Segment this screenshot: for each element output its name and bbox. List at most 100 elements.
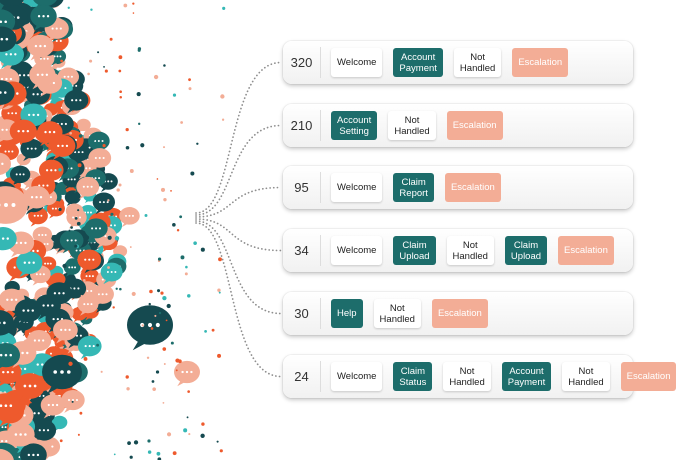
scatter-dot: [184, 272, 188, 276]
scatter-dot: [100, 370, 103, 373]
scatter-dot: [119, 287, 122, 291]
step-salmon[interactable]: Escalation: [431, 299, 488, 328]
scatter-dot: [157, 457, 162, 460]
step-teal[interactable]: Claim Upload: [504, 236, 548, 265]
step-teal[interactable]: Claim Status: [393, 362, 433, 391]
scatter-dot: [218, 257, 222, 262]
step-teal[interactable]: Account Payment: [501, 362, 552, 391]
step-teal[interactable]: Claim Upload: [393, 236, 436, 265]
scatter-dot: [58, 168, 62, 172]
step-neutral[interactable]: Not Handled: [562, 362, 610, 391]
scatter-dot: [211, 328, 215, 332]
scatter-dot: [69, 131, 73, 135]
step-neutral[interactable]: Not Handled: [388, 111, 436, 140]
chat-bubble-icon: [16, 251, 43, 278]
scatter-dot: [220, 94, 225, 99]
scatter-dot: [149, 289, 153, 294]
path-row[interactable]: 210 Account Setting Not Handled Escalation: [283, 104, 633, 147]
chat-bubble-icon: [9, 119, 37, 147]
chat-bubble-icon: [0, 80, 15, 105]
step-teal[interactable]: Account Payment: [393, 48, 443, 77]
step-neutral[interactable]: Not Handled: [453, 48, 502, 77]
scatter-dot: [82, 278, 86, 282]
chat-bubble-icon: [84, 218, 108, 242]
scatter-dot: [222, 6, 226, 10]
step-salmon[interactable]: Escalation: [446, 111, 503, 140]
scatter-dot: [68, 229, 71, 232]
chat-bubble-icon: [92, 192, 116, 215]
scatter-dot: [77, 209, 80, 212]
path-steps: Welcome Claim Upload Not Handled Claim Uplo…: [331, 229, 614, 272]
scatter-dot: [89, 59, 93, 63]
step-neutral[interactable]: Welcome: [331, 173, 383, 202]
scatter-dot: [132, 12, 135, 14]
scatter-dot: [201, 422, 205, 426]
step-teal[interactable]: Claim Report: [393, 173, 434, 202]
divider: [320, 361, 321, 392]
scatter-dot: [131, 291, 136, 296]
scatter-dot: [200, 247, 205, 252]
scatter-dot: [157, 257, 162, 261]
scatter-dot: [160, 187, 166, 192]
scatter-dot: [118, 69, 122, 73]
scatter-dot: [172, 93, 177, 97]
step-neutral[interactable]: Not Handled: [446, 236, 494, 265]
path-row[interactable]: 24 Welcome Claim Status Not Handled Account …: [283, 355, 677, 398]
chat-bubble-icon: [27, 34, 54, 61]
path-row[interactable]: 95 Welcome Claim Report Escalation: [283, 166, 633, 209]
scatter-dot: [150, 327, 154, 330]
scatter-dot: [126, 387, 130, 391]
scatter-dot: [74, 244, 78, 248]
step-neutral[interactable]: Not Handled: [373, 299, 421, 328]
chat-bubble-icon: [14, 299, 42, 326]
scatter-dot: [107, 235, 112, 240]
scatter-dot: [163, 197, 167, 202]
scatter-dot: [140, 143, 145, 148]
scatter-dot: [155, 370, 160, 374]
scatter-dot: [58, 207, 62, 212]
chat-bubble-icon: [64, 89, 89, 114]
scatter-dot: [166, 432, 172, 437]
path-row[interactable]: 34 Welcome Claim Upload Not Handled Claim Up…: [283, 229, 633, 272]
chat-bubble-icon: [40, 394, 66, 419]
chat-bubble-icon: [77, 335, 102, 360]
chat-bubble-icon: [0, 342, 21, 369]
scatter-dot: [136, 92, 141, 97]
scatter-dot: [119, 90, 122, 94]
scatter-dot: [132, 2, 135, 5]
step-neutral[interactable]: Not Handled: [443, 362, 491, 391]
scatter-dot: [176, 229, 180, 232]
step-salmon[interactable]: Escalation: [512, 48, 569, 77]
step-neutral[interactable]: Welcome: [331, 362, 383, 391]
path-row[interactable]: 30 Help Not Handled Escalation: [283, 292, 633, 335]
scatter-dot: [68, 361, 73, 366]
scatter-dot: [125, 375, 129, 379]
step-neutral[interactable]: Welcome: [331, 236, 383, 265]
step-teal[interactable]: Account Setting: [331, 111, 378, 140]
scatter-dot: [172, 451, 177, 456]
scatter-dot: [180, 255, 185, 260]
scatter-dot: [80, 303, 84, 306]
step-neutral[interactable]: Welcome: [331, 48, 383, 77]
scatter-dot: [74, 216, 78, 220]
scatter-dot: [165, 319, 168, 322]
scatter-dot: [218, 291, 221, 294]
scatter-dot: [129, 169, 134, 173]
scatter-dot: [96, 343, 100, 347]
scatter-dot: [97, 51, 100, 54]
chat-bubble-icon: [0, 310, 15, 336]
step-teal[interactable]: Help: [331, 299, 363, 328]
step-salmon[interactable]: Escalation: [444, 173, 501, 202]
path-row[interactable]: 320 Welcome Account Payment Not Handled Esca…: [283, 41, 633, 84]
scatter-dot: [158, 311, 162, 315]
divider: [320, 235, 321, 266]
scatter-dot: [216, 440, 219, 443]
chat-bubble-icon: [127, 305, 173, 351]
scatter-dot: [90, 8, 93, 11]
scatter-dot: [67, 6, 70, 9]
chat-bubble-icon: [19, 443, 47, 460]
step-salmon[interactable]: Escalation: [620, 362, 677, 391]
step-salmon[interactable]: Escalation: [558, 236, 614, 265]
path-steps: Account Setting Not Handled Escalation: [331, 104, 503, 147]
scatter-dot: [107, 199, 110, 202]
